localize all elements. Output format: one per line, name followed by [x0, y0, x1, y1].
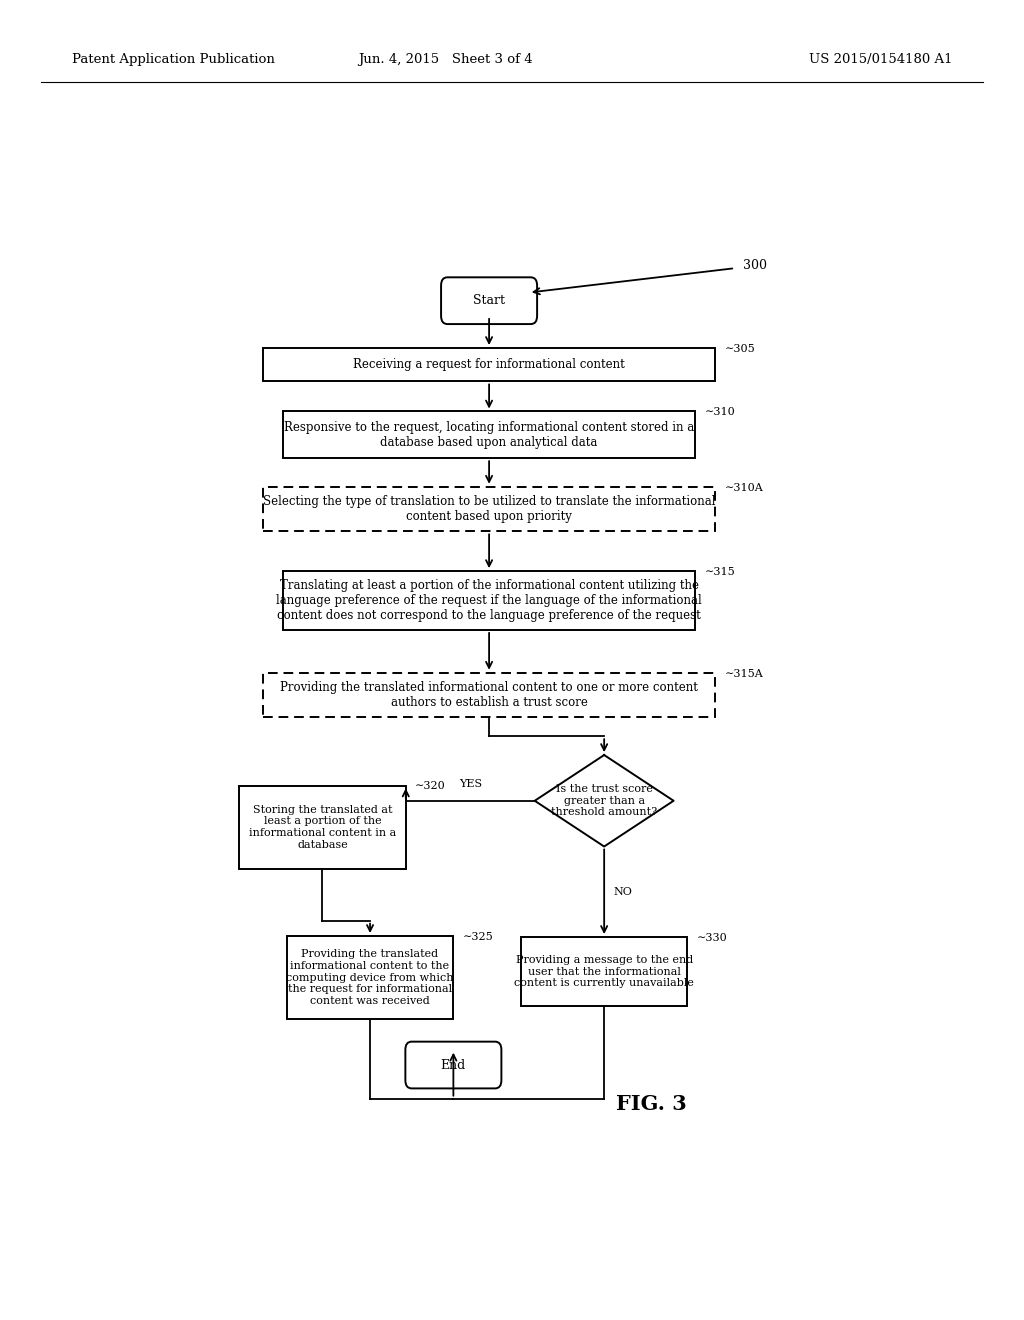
Text: Providing the translated
informational content to the
computing device from whic: Providing the translated informational c…	[287, 949, 454, 1006]
FancyBboxPatch shape	[263, 348, 715, 381]
FancyBboxPatch shape	[263, 487, 715, 532]
FancyBboxPatch shape	[240, 785, 406, 869]
Text: Selecting the type of translation to be utilized to translate the informational
: Selecting the type of translation to be …	[263, 495, 716, 523]
FancyBboxPatch shape	[263, 673, 715, 718]
Text: FIG. 3: FIG. 3	[616, 1094, 687, 1114]
Text: Jun. 4, 2015   Sheet 3 of 4: Jun. 4, 2015 Sheet 3 of 4	[358, 53, 532, 66]
Text: Patent Application Publication: Patent Application Publication	[72, 53, 274, 66]
FancyBboxPatch shape	[441, 277, 538, 325]
Text: Providing a message to the end
user that the informational
content is currently : Providing a message to the end user that…	[514, 954, 694, 989]
Text: ∼330: ∼330	[697, 933, 728, 942]
Text: Is the trust score
greater than a
threshold amount?: Is the trust score greater than a thresh…	[551, 784, 657, 817]
Text: Translating at least a portion of the informational content utilizing the
langua: Translating at least a portion of the in…	[276, 579, 702, 622]
FancyBboxPatch shape	[283, 572, 695, 630]
Text: ∼305: ∼305	[725, 345, 756, 354]
FancyBboxPatch shape	[283, 412, 695, 458]
Text: ∼315A: ∼315A	[725, 669, 764, 678]
Text: Responsive to the request, locating informational content stored in a
database b: Responsive to the request, locating info…	[284, 421, 694, 449]
Text: YES: YES	[459, 779, 482, 788]
FancyBboxPatch shape	[406, 1041, 502, 1089]
FancyBboxPatch shape	[287, 936, 454, 1019]
Text: ∼310: ∼310	[705, 408, 735, 417]
Text: ∼320: ∼320	[416, 781, 446, 792]
Text: ∼315: ∼315	[705, 568, 735, 577]
Text: Receiving a request for informational content: Receiving a request for informational co…	[353, 358, 625, 371]
Text: ∼325: ∼325	[463, 932, 494, 942]
Text: Providing the translated informational content to one or more content
authors to: Providing the translated informational c…	[281, 681, 698, 709]
Text: NO: NO	[613, 887, 633, 896]
Text: Storing the translated at
least a portion of the
informational content in a
data: Storing the translated at least a portio…	[249, 805, 396, 850]
Text: 300: 300	[743, 259, 767, 272]
Text: US 2015/0154180 A1: US 2015/0154180 A1	[809, 53, 952, 66]
Text: End: End	[440, 1059, 466, 1072]
Polygon shape	[535, 755, 674, 846]
Text: Start: Start	[473, 294, 505, 308]
FancyBboxPatch shape	[521, 937, 687, 1006]
Text: ∼310A: ∼310A	[725, 483, 764, 492]
